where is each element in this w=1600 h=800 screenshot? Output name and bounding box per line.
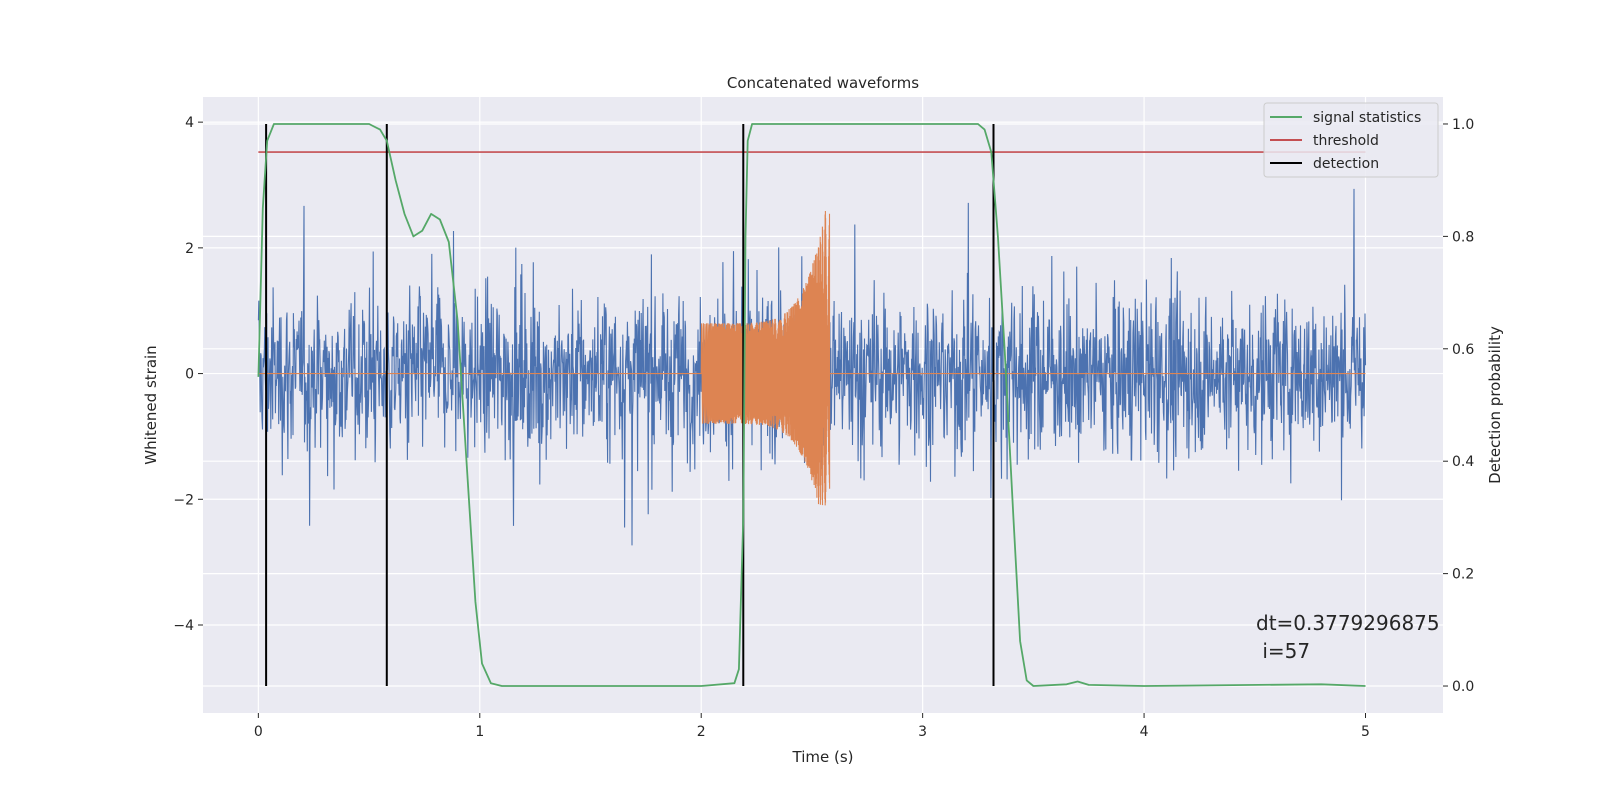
legend-item-signal-statistics: signal statistics	[1270, 110, 1421, 126]
annotation: dt=0.3779296875 i=57	[1256, 611, 1440, 663]
legend-label-threshold: threshold	[1313, 133, 1379, 149]
chart-title: Concatenated waveforms	[727, 74, 919, 92]
legend-label-detection: detection	[1313, 156, 1379, 172]
legend: signal statistics threshold detection	[1263, 102, 1439, 178]
y-tick-label-left: −2	[173, 492, 194, 508]
y-axis-label-right: Detection probability	[1486, 326, 1504, 484]
y-tick-label-right: 0.0	[1452, 679, 1474, 695]
legend-item-threshold: threshold	[1270, 133, 1379, 149]
y-tick-label-right: 0.2	[1452, 567, 1474, 583]
y-axis-label-left: Whitened strain	[142, 345, 160, 464]
tick-labels: 0 1 2 3 4 5 −4 −2 0 2 4 0.0 0.2 0.4 0.6 0.8 1.0	[173, 115, 1474, 740]
y-tick-label-right: 0.4	[1452, 454, 1474, 470]
x-tick-label: 0	[254, 724, 263, 740]
x-tick-label: 5	[1361, 724, 1370, 740]
x-tick-label: 2	[697, 724, 706, 740]
y-tick-label-left: 4	[185, 115, 194, 131]
legend-item-detection: detection	[1270, 156, 1379, 172]
x-tick-label: 3	[918, 724, 927, 740]
x-tick-label: 4	[1140, 724, 1149, 740]
x-tick-label: 1	[475, 724, 484, 740]
y-tick-label-right: 0.8	[1452, 229, 1474, 245]
chirp-signal-series	[258, 210, 1366, 506]
signal-statistics-series	[257, 123, 1366, 687]
legend-label-signal-statistics: signal statistics	[1313, 110, 1421, 126]
y-tick-label-right: 0.6	[1452, 342, 1474, 358]
detection-lines	[265, 123, 995, 687]
y-tick-label-left: 2	[185, 241, 194, 257]
y-tick-label-right: 1.0	[1452, 117, 1474, 133]
annotation-dt: dt=0.3779296875	[1256, 611, 1440, 635]
annotation-i: i=57	[1256, 639, 1310, 663]
y-tick-label-left: −4	[173, 618, 194, 634]
signal-statistics-line	[257, 123, 1366, 687]
legend-box	[1263, 102, 1439, 178]
chirp-line	[258, 210, 1366, 506]
y-tick-label-left: 0	[185, 367, 194, 383]
x-axis-label: Time (s)	[792, 748, 854, 766]
